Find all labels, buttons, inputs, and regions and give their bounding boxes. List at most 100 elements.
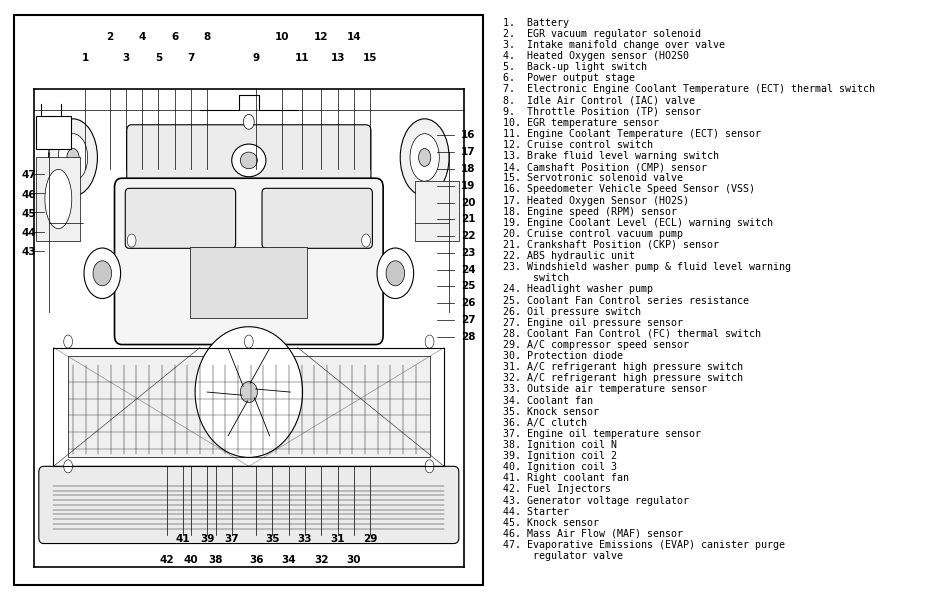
Text: 20. Cruise control vacuum pump: 20. Cruise control vacuum pump [503, 229, 684, 239]
Text: 38: 38 [208, 555, 223, 565]
Text: 1.  Battery: 1. Battery [503, 18, 570, 28]
Text: 3: 3 [122, 53, 130, 62]
Text: 21. Crankshaft Position (CKP) sensor: 21. Crankshaft Position (CKP) sensor [503, 240, 720, 250]
Text: 20: 20 [462, 197, 475, 208]
Text: 47: 47 [21, 170, 36, 180]
Text: 31. A/C refrigerant high pressure switch: 31. A/C refrigerant high pressure switch [503, 362, 744, 372]
Ellipse shape [58, 134, 88, 181]
Text: 9.  Throttle Position (TP) sensor: 9. Throttle Position (TP) sensor [503, 107, 701, 116]
Ellipse shape [49, 119, 97, 196]
Text: switch: switch [503, 274, 570, 283]
Ellipse shape [426, 460, 434, 473]
Text: 5: 5 [154, 53, 162, 62]
Text: 40: 40 [184, 555, 199, 565]
Text: 28: 28 [462, 332, 475, 342]
Text: 40. Ignition coil 3: 40. Ignition coil 3 [503, 462, 617, 472]
Text: 18: 18 [462, 164, 475, 174]
Text: 8.  Idle Air Control (IAC) valve: 8. Idle Air Control (IAC) valve [503, 95, 696, 106]
Text: 41. Right coolant fan: 41. Right coolant fan [503, 473, 629, 484]
Text: 46. Mass Air Flow (MAF) sensor: 46. Mass Air Flow (MAF) sensor [503, 529, 684, 539]
Text: 34. Coolant fan: 34. Coolant fan [503, 395, 593, 406]
Text: 30: 30 [347, 555, 361, 565]
Text: 30. Protection diode: 30. Protection diode [503, 351, 623, 361]
Text: 3.  Intake manifold change over valve: 3. Intake manifold change over valve [503, 40, 725, 50]
Ellipse shape [64, 335, 72, 348]
Text: 44: 44 [21, 229, 36, 238]
Bar [36, 116, 70, 149]
Text: 31: 31 [330, 534, 345, 544]
Text: 8: 8 [204, 32, 211, 43]
FancyBboxPatch shape [127, 125, 371, 196]
Text: 11. Engine Coolant Temperature (ECT) sensor: 11. Engine Coolant Temperature (ECT) sen… [503, 129, 761, 139]
Ellipse shape [244, 335, 253, 348]
Text: 22. ABS hydraulic unit: 22. ABS hydraulic unit [503, 251, 635, 261]
Ellipse shape [67, 149, 80, 166]
Text: 22: 22 [462, 231, 475, 241]
Ellipse shape [240, 382, 257, 403]
Ellipse shape [84, 248, 120, 299]
Text: 44. Starter: 44. Starter [503, 506, 570, 517]
Text: 39. Ignition coil 2: 39. Ignition coil 2 [503, 451, 617, 461]
Text: 19: 19 [462, 181, 475, 191]
Text: 35. Knock sensor: 35. Knock sensor [503, 407, 599, 416]
Text: 36. A/C clutch: 36. A/C clutch [503, 418, 587, 428]
Ellipse shape [386, 261, 404, 286]
Text: 29. A/C compressor speed sensor: 29. A/C compressor speed sensor [503, 340, 689, 350]
Text: 2: 2 [106, 32, 113, 43]
Text: 32. A/C refrigerant high pressure switch: 32. A/C refrigerant high pressure switch [503, 373, 744, 383]
Ellipse shape [418, 149, 431, 166]
Text: 23. Windshield washer pump & fluid level warning: 23. Windshield washer pump & fluid level… [503, 262, 792, 272]
Bar [68, 356, 429, 457]
Text: 37: 37 [225, 534, 239, 544]
Text: 45: 45 [21, 209, 36, 219]
Ellipse shape [195, 327, 302, 457]
Ellipse shape [401, 119, 449, 196]
Text: 15. Servotronic solenoid valve: 15. Servotronic solenoid valve [503, 173, 684, 184]
Text: 24. Headlight washer pump: 24. Headlight washer pump [503, 284, 653, 295]
Text: 14. Camshaft Position (CMP) sensor: 14. Camshaft Position (CMP) sensor [503, 162, 708, 172]
Text: 47. Evaporative Emissions (EVAP) canister purge: 47. Evaporative Emissions (EVAP) caniste… [503, 540, 785, 550]
Ellipse shape [93, 261, 112, 286]
Text: 4: 4 [139, 32, 146, 43]
Text: 17: 17 [462, 147, 475, 157]
Ellipse shape [64, 460, 72, 473]
Text: 13. Brake fluid level warning switch: 13. Brake fluid level warning switch [503, 151, 720, 161]
Text: 43: 43 [21, 247, 36, 257]
Text: 39: 39 [200, 534, 215, 544]
Text: 36: 36 [249, 555, 264, 565]
Text: 14: 14 [347, 32, 361, 43]
Text: 21: 21 [462, 214, 475, 224]
Text: 10: 10 [275, 32, 290, 43]
Text: 15: 15 [363, 53, 377, 62]
Text: 43. Generator voltage regulator: 43. Generator voltage regulator [503, 496, 689, 506]
FancyBboxPatch shape [125, 188, 236, 248]
Text: 7: 7 [188, 53, 195, 62]
Ellipse shape [240, 152, 257, 169]
Ellipse shape [232, 144, 265, 177]
Text: 37. Engine oil temperature sensor: 37. Engine oil temperature sensor [503, 429, 701, 439]
Text: 33: 33 [298, 534, 313, 544]
Ellipse shape [362, 234, 370, 247]
Text: 26: 26 [462, 298, 475, 308]
Text: 42. Fuel Injectors: 42. Fuel Injectors [503, 484, 611, 494]
Text: 11: 11 [294, 53, 309, 62]
Text: 9: 9 [253, 53, 260, 62]
Text: 46: 46 [21, 190, 36, 200]
Text: 19. Engine Coolant Level (ECL) warning switch: 19. Engine Coolant Level (ECL) warning s… [503, 218, 773, 228]
FancyBboxPatch shape [115, 178, 383, 344]
FancyBboxPatch shape [39, 466, 459, 544]
Text: 24: 24 [462, 265, 475, 275]
Bar [191, 247, 307, 318]
Text: 27. Engine oil pressure sensor: 27. Engine oil pressure sensor [503, 318, 684, 328]
Text: 17. Heated Oxygen Sensor (HO2S): 17. Heated Oxygen Sensor (HO2S) [503, 196, 689, 206]
Text: 4.  Heated Oxygen sensor (HO2S0: 4. Heated Oxygen sensor (HO2S0 [503, 51, 689, 61]
Text: 5.  Back-up light switch: 5. Back-up light switch [503, 62, 648, 72]
Text: 12. Cruise control switch: 12. Cruise control switch [503, 140, 653, 150]
Text: 34: 34 [281, 555, 296, 565]
Text: 18. Engine speed (RPM) sensor: 18. Engine speed (RPM) sensor [503, 206, 677, 217]
Text: 41: 41 [176, 534, 191, 544]
Text: 7.  Electronic Engine Coolant Temperature (ECT) thermal switch: 7. Electronic Engine Coolant Temperature… [503, 85, 875, 94]
Text: 38. Ignition coil N: 38. Ignition coil N [503, 440, 617, 450]
Text: 29: 29 [363, 534, 377, 544]
Text: 25: 25 [462, 281, 475, 292]
